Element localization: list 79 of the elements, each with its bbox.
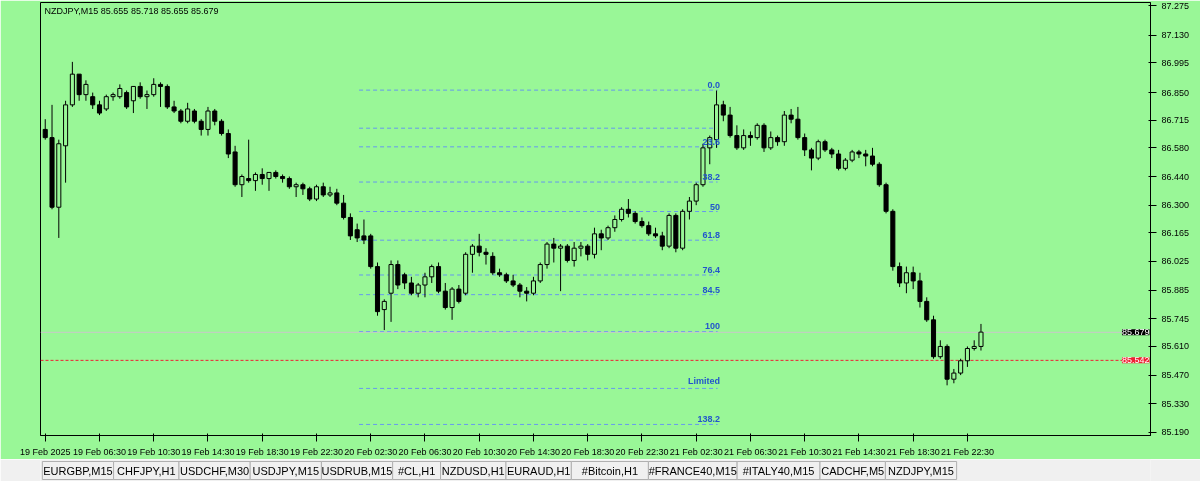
text: USDJPY,M15 (252, 464, 320, 477)
candlestick (469, 243, 475, 274)
candlestick (530, 276, 536, 296)
annotation: 50 (709, 201, 720, 212)
x-tick-label: 20 Feb 10:30 (452, 446, 506, 457)
x-tick-label: 19 Feb 14:30 (181, 446, 235, 457)
x-tick-label: 19 Feb 06:30 (72, 446, 127, 457)
x-tick-label: 19 Feb 2025 (19, 446, 71, 457)
y-tick-label: 85.330 (1161, 398, 1190, 409)
candlestick (686, 196, 692, 221)
y-tick-label: 85.745 (1161, 313, 1190, 324)
y-tick-label: 86.165 (1161, 227, 1190, 238)
annotation: 84.5 (702, 284, 720, 295)
text: USDRUB,M15 (321, 464, 393, 477)
candlestick (808, 147, 814, 171)
annotation: Limited (687, 376, 720, 387)
y-tick-label: 87.130 (1161, 30, 1190, 41)
ref-line-label: 85.679 (1121, 327, 1150, 338)
x-tick-label: 21 Feb 22:30 (940, 446, 994, 457)
candlestick (869, 147, 876, 167)
text: NZDJPY,M15 (888, 464, 954, 477)
y-tick-label: 86.995 (1161, 57, 1190, 68)
text: USDCHF,M30 (180, 464, 250, 477)
y-tick-label: 86.300 (1161, 200, 1190, 211)
y-tick-label: 87.275 (1161, 0, 1190, 11)
x-tick-label: 21 Feb 02:30 (669, 446, 723, 457)
y-tick-label: 85.885 (1161, 285, 1190, 296)
annotation: 76.4 (702, 264, 720, 275)
y-tick-label: 85.610 (1161, 341, 1190, 352)
candlestick (510, 274, 516, 288)
text: #Bitcoin,H1 (581, 464, 639, 477)
text: EURGBP,M15 (43, 464, 113, 477)
text: #FRANCE40,M15 (648, 464, 737, 477)
y-tick-label: 86.715 (1161, 115, 1190, 126)
candlestick (252, 171, 258, 192)
y-tick-label: 86.580 (1161, 142, 1190, 153)
x-tick-label: 21 Feb 10:30 (778, 446, 832, 457)
candlestick (836, 149, 842, 171)
candlestick (341, 194, 347, 221)
candlestick (164, 83, 170, 110)
chart-title: NZDJPY,M15 85.655 85.718 85.655 85.679 (44, 5, 219, 16)
candlestick (171, 100, 177, 114)
y-tick-label: 85.470 (1161, 370, 1190, 381)
y-tick-label: 86.025 (1161, 256, 1190, 267)
x-tick-label: 19 Feb 22:30 (289, 446, 343, 457)
annotation: 100 (704, 321, 720, 332)
candlestick (876, 161, 882, 188)
text: CHFJPY,H1 (117, 464, 176, 477)
text: NZDUSD,H1 (441, 464, 505, 477)
candlestick (157, 81, 164, 108)
x-tick-label: 21 Feb 18:30 (886, 446, 940, 457)
x-tick-label: 20 Feb 06:30 (398, 446, 452, 457)
y-tick-label: 86.850 (1161, 87, 1190, 98)
candlestick (429, 264, 435, 284)
y-tick-label: 85.190 (1161, 427, 1190, 438)
annotation: 0.0 (707, 80, 720, 91)
annotation: 138.2 (697, 414, 720, 425)
x-tick-label: 19 Feb 18:30 (235, 446, 289, 457)
candlestick (408, 276, 414, 296)
x-tick-label: 19 Feb 10:30 (127, 446, 181, 457)
y-tick-label: 86.440 (1161, 171, 1190, 182)
x-tick-label: 20 Feb 22:30 (615, 446, 669, 457)
x-tick-label: 20 Feb 14:30 (506, 446, 560, 457)
text: #CL,H1 (397, 464, 436, 477)
x-tick-label: 20 Feb 02:30 (344, 446, 398, 457)
text: EURAUD,H1 (506, 464, 571, 477)
text: CADCHF,M5 (821, 464, 885, 477)
candlestick (422, 272, 428, 298)
x-tick-label: 21 Feb 14:30 (832, 446, 886, 457)
candlestick (558, 243, 564, 292)
ref-line-label: 85.542 (1121, 355, 1150, 366)
candlestick (381, 298, 387, 331)
text: #ITALY40,M15 (742, 464, 815, 477)
candlestick (964, 345, 970, 368)
x-tick-label: 20 Feb 18:30 (561, 446, 615, 457)
annotation: 61.8 (702, 230, 720, 241)
x-tick-label: 21 Feb 06:30 (723, 446, 777, 457)
candlestick (591, 227, 598, 259)
candlestick (490, 251, 496, 276)
